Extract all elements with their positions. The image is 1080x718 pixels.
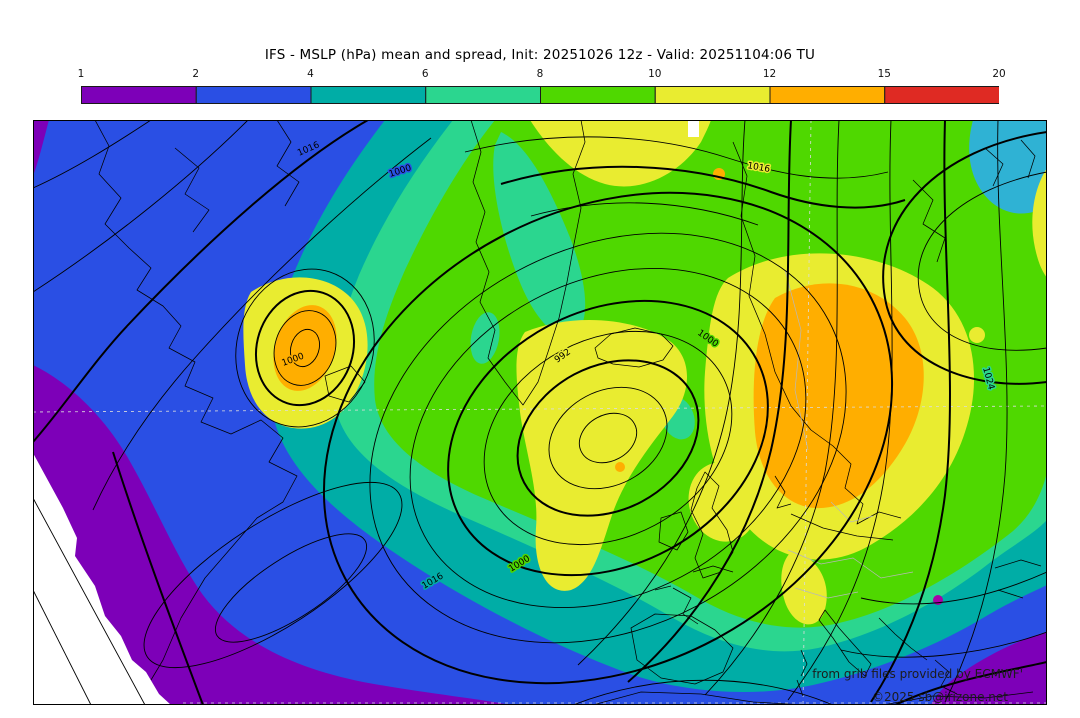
coastline-italy <box>818 609 872 677</box>
contour-line <box>289 328 321 368</box>
spread-region-purple-corner <box>33 120 49 176</box>
colorbar-tick-label: 4 <box>307 68 314 80</box>
contour-line <box>578 412 638 464</box>
contour-line <box>33 120 249 293</box>
contour-line-thick <box>516 359 700 517</box>
attribution-source: from grib files provided by ECMWF' <box>812 667 1023 681</box>
coastline-france <box>654 565 734 625</box>
colorbar-segment <box>540 86 656 104</box>
mslp-spread-map: 1016 1000 1016 992 1000 1000 1000 1016 1… <box>33 120 1047 705</box>
page-title: IFS - MSLP (hPa) mean and spread, Init: … <box>264 47 816 63</box>
spread-region-orange-dot <box>615 462 625 472</box>
contour-line <box>917 171 1047 351</box>
spread-region-blue <box>33 120 1047 705</box>
country-borders <box>784 269 914 599</box>
isobar-contours <box>33 120 1047 705</box>
coastline-great-britain <box>690 471 734 579</box>
attribution-copyright: ©2025 sb@irizone.net <box>872 690 1008 704</box>
coastline-baffin <box>276 120 300 207</box>
coastline-north-africa <box>592 691 1034 705</box>
border-line <box>794 587 859 599</box>
spread-region-yellow-east-sliver <box>1032 168 1047 278</box>
colorbar-segment <box>310 86 427 104</box>
border-line <box>830 501 874 523</box>
contour-line <box>548 386 668 490</box>
coastline-greenland <box>470 120 586 406</box>
colorbar-tick-label: 10 <box>648 68 662 80</box>
colorbar-tick-label: 6 <box>421 68 429 80</box>
coastline-north-america <box>94 120 298 681</box>
contour-line <box>577 120 746 666</box>
colorbar-tick-label: 2 <box>192 68 200 80</box>
spread-region-yellow-iceland-low <box>516 319 687 591</box>
contour-line <box>33 497 146 705</box>
coastline-white-sea <box>912 179 946 263</box>
contour-line-thick <box>500 165 906 209</box>
contour-line-thick <box>894 661 1047 705</box>
contour-line <box>33 589 92 705</box>
contour-line-thick <box>627 120 792 683</box>
spread-region-magenta-dot <box>933 595 943 605</box>
colorbar-tick-label: 15 <box>877 68 891 80</box>
contour-line <box>787 120 893 701</box>
map-border <box>33 120 1047 705</box>
colorbar-tick-label: 8 <box>536 68 544 80</box>
coastline-denmark <box>774 475 792 509</box>
contour-line <box>273 310 337 386</box>
contour-line <box>944 120 1008 703</box>
coastline-iceland <box>594 327 674 368</box>
colorbar-segment <box>884 86 999 104</box>
colorbar-tick-label: 20 <box>992 68 1006 80</box>
graticule-lines <box>33 120 1047 705</box>
projection-seam-notch <box>688 120 699 137</box>
spread-region-spring-greenland <box>493 132 586 338</box>
coastline-balkans <box>878 617 958 695</box>
contour-line-thick <box>322 191 894 685</box>
spread-region-yellow-dot <box>969 327 985 343</box>
contour-line <box>409 267 807 609</box>
colorbar-segment <box>81 86 197 104</box>
spread-region-orange-novascotia <box>273 305 337 391</box>
contour-line <box>860 571 1047 605</box>
spread-region-purple-southeast <box>931 632 1047 705</box>
border-line <box>784 269 809 451</box>
colorbar-tick-label: 12 <box>762 68 777 80</box>
graticule-parallel <box>33 405 1047 413</box>
contour-line <box>92 137 432 511</box>
coastline-black-sea <box>994 559 1042 599</box>
spread-fill-regions <box>33 120 1047 705</box>
contour-line-thick <box>447 299 769 577</box>
colorbar-segment <box>769 86 886 104</box>
contour-line <box>483 330 733 546</box>
colorbar-tick-label: 1 <box>77 68 85 80</box>
contour-line <box>530 202 759 226</box>
coastline-islands-tyrrhenian <box>796 649 808 697</box>
contour-line <box>214 533 368 643</box>
contour-line-thick <box>33 120 369 443</box>
contour-line-thick <box>870 120 951 703</box>
contour-line <box>572 679 834 705</box>
coastline-hudson <box>174 147 210 233</box>
contour-line <box>464 136 889 179</box>
no-data-region <box>33 453 171 705</box>
contour-line <box>235 268 375 428</box>
spread-region-yellow-baltic-arm <box>781 550 827 625</box>
colorbar <box>81 86 999 104</box>
coastline-newfoundland <box>324 365 366 403</box>
colorbar-segment <box>654 86 771 104</box>
border-line <box>787 549 914 579</box>
contour-line <box>143 481 403 669</box>
contour-line <box>33 120 152 189</box>
contour-line <box>704 120 840 696</box>
colorbar-segment <box>425 86 541 104</box>
contour-line-thick <box>112 451 204 705</box>
contour-line-thick <box>254 289 356 407</box>
contour-line <box>840 631 1047 658</box>
colorbar-segment <box>195 86 312 104</box>
coastline-arctic-islands <box>984 139 1036 187</box>
coastline-iberia <box>630 613 734 685</box>
contour-line-thick <box>882 131 1047 385</box>
spread-region-purple-west <box>33 365 511 705</box>
